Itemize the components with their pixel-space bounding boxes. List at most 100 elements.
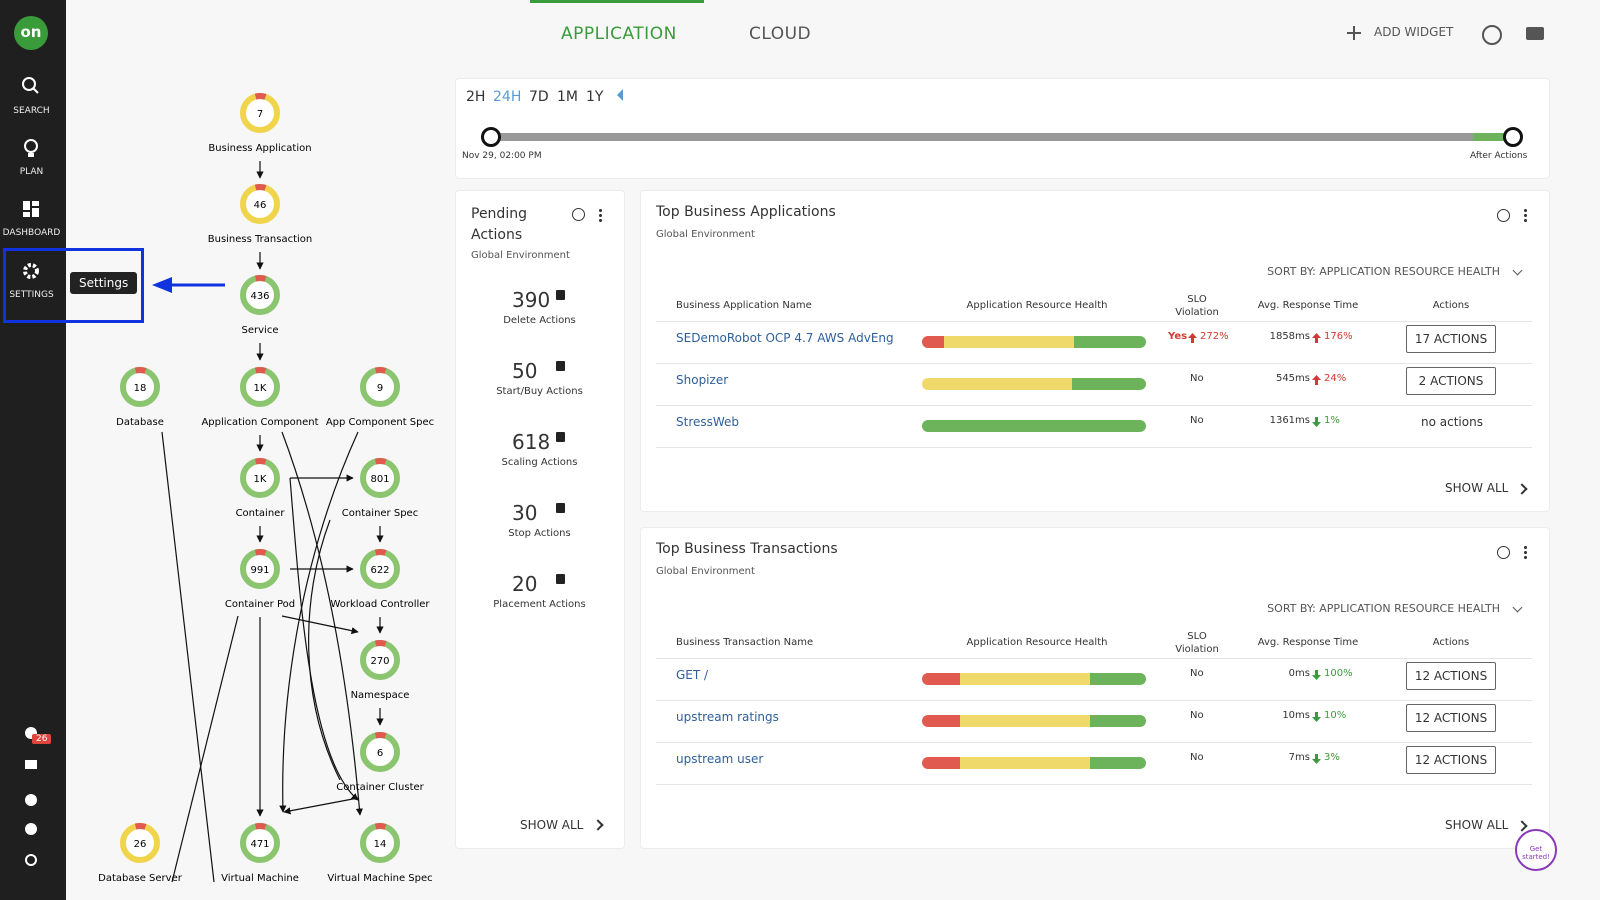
node-count: 622: [370, 565, 389, 576]
help-button[interactable]: [1497, 209, 1510, 222]
help-button[interactable]: [572, 208, 585, 221]
action-label: Stop Actions: [471, 528, 608, 539]
slo-change: 272%: [1200, 331, 1229, 342]
show-all[interactable]: SHOW ALL: [1445, 481, 1508, 495]
sort-control[interactable]: SORT BY: APPLICATION RESOURCE HEALTH: [1267, 602, 1500, 615]
add-widget-button[interactable]: ADD WIDGET: [1346, 25, 1453, 39]
health-segment: [922, 757, 960, 769]
node-count: 14: [374, 839, 387, 850]
row-separator: [656, 363, 1532, 364]
action-icon: [556, 432, 565, 442]
node-count: 801: [370, 474, 389, 485]
response-time: 0ms: [1289, 668, 1310, 679]
menu-button[interactable]: [1524, 545, 1527, 559]
show-all[interactable]: SHOW ALL: [1445, 818, 1508, 832]
range-option[interactable]: 7D: [529, 89, 549, 105]
node-count: 270: [370, 656, 389, 667]
print-button[interactable]: [1526, 27, 1544, 40]
tab[interactable]: APPLICATION: [561, 24, 677, 44]
node-label: Database Server: [98, 873, 183, 884]
health-segment: [1090, 757, 1146, 769]
range-option[interactable]: 1Y: [586, 89, 603, 105]
response-time: 7ms: [1289, 752, 1310, 763]
node-label: Container Cluster: [336, 782, 424, 793]
health-segment: [1090, 715, 1146, 727]
card-subtitle: Global Environment: [656, 229, 755, 240]
entity-link[interactable]: StressWeb: [676, 415, 739, 429]
trend-arrow: [1312, 333, 1321, 343]
get-started-button[interactable]: Get started!: [1515, 829, 1557, 871]
range-option[interactable]: 24H: [493, 89, 521, 105]
sort-control[interactable]: SORT BY: APPLICATION RESOURCE HEALTH: [1267, 265, 1500, 278]
card-title: Pending Actions: [471, 204, 551, 246]
trend-arrow: [1312, 670, 1321, 680]
node-label: Database: [116, 417, 164, 428]
menu-button[interactable]: [1524, 208, 1527, 222]
actions-button[interactable]: 12 ACTIONS: [1406, 704, 1496, 732]
entity-link[interactable]: upstream user: [676, 752, 763, 766]
column-header: Actions: [1411, 637, 1491, 648]
actions-button[interactable]: 17 ACTIONS: [1406, 325, 1496, 353]
slider-knob[interactable]: [1503, 127, 1523, 147]
actions-text: no actions: [1406, 415, 1498, 429]
timeline-end: After Actions: [1470, 151, 1527, 161]
supply-chain-arrows: [162, 161, 380, 882]
node-count: 436: [250, 291, 269, 302]
notification-badge: 26: [32, 734, 51, 744]
node-label: Business Application: [208, 143, 311, 154]
health-segment: [922, 715, 960, 727]
actions-button[interactable]: 12 ACTIONS: [1406, 746, 1496, 774]
slo-status: No: [1190, 668, 1204, 679]
nav-item[interactable]: DASHBOARD: [0, 228, 63, 238]
tooltip: Settings: [70, 272, 137, 294]
health-segment: [1090, 673, 1146, 685]
range-toggle[interactable]: [611, 89, 623, 101]
entity-link[interactable]: upstream ratings: [676, 710, 779, 724]
health-bar: [922, 336, 1146, 348]
active-tab-indicator: [530, 0, 704, 3]
action-icon: [556, 503, 565, 513]
range-option[interactable]: 1M: [557, 89, 578, 105]
action-label: Scaling Actions: [471, 457, 608, 468]
row-separator: [656, 742, 1532, 743]
column-header: Application Resource Health: [937, 300, 1137, 311]
response-time: 1858ms: [1270, 331, 1310, 342]
node-count: 1K: [254, 383, 267, 394]
node-count: 991: [250, 565, 269, 576]
slider-knob[interactable]: [481, 127, 501, 147]
nav-item[interactable]: PLAN: [0, 167, 63, 177]
slo-status: No: [1190, 415, 1204, 426]
health-bar: [922, 715, 1146, 727]
health-segment: [960, 757, 1090, 769]
action-count: 618: [512, 430, 550, 454]
node-count: 7: [257, 109, 263, 120]
node-label: Application Component: [201, 417, 318, 428]
slider-track: [490, 133, 1513, 141]
nav-item[interactable]: SEARCH: [0, 106, 63, 116]
entity-link[interactable]: GET /: [676, 668, 708, 682]
slo-status: Yes: [1168, 331, 1187, 342]
tab[interactable]: CLOUD: [749, 24, 811, 44]
card-title: Top Business Applications: [656, 204, 836, 220]
show-all[interactable]: SHOW ALL: [520, 818, 583, 832]
logo[interactable]: on: [19, 23, 43, 41]
entity-link[interactable]: Shopizer: [676, 373, 728, 387]
health-segment: [922, 673, 960, 685]
response-change: 100%: [1324, 668, 1353, 679]
column-header: SLO Violation: [1167, 630, 1227, 656]
actions-button[interactable]: 2 ACTIONS: [1406, 367, 1496, 395]
entity-link[interactable]: SEDemoRobot OCP 4.7 AWS AdvEng: [676, 331, 894, 345]
health-segment: [922, 336, 944, 348]
health-segment: [922, 420, 1146, 432]
history-button[interactable]: [1482, 25, 1502, 45]
trend-arrow: [1312, 375, 1321, 385]
slo-status: No: [1190, 373, 1204, 384]
response-change: 3%: [1324, 752, 1340, 763]
health-segment: [960, 715, 1090, 727]
actions-button[interactable]: 12 ACTIONS: [1406, 662, 1496, 690]
slo-status: No: [1190, 752, 1204, 763]
range-option[interactable]: 2H: [466, 89, 485, 105]
menu-button[interactable]: [599, 208, 602, 222]
help-button[interactable]: [1497, 546, 1510, 559]
column-header: Actions: [1411, 300, 1491, 311]
